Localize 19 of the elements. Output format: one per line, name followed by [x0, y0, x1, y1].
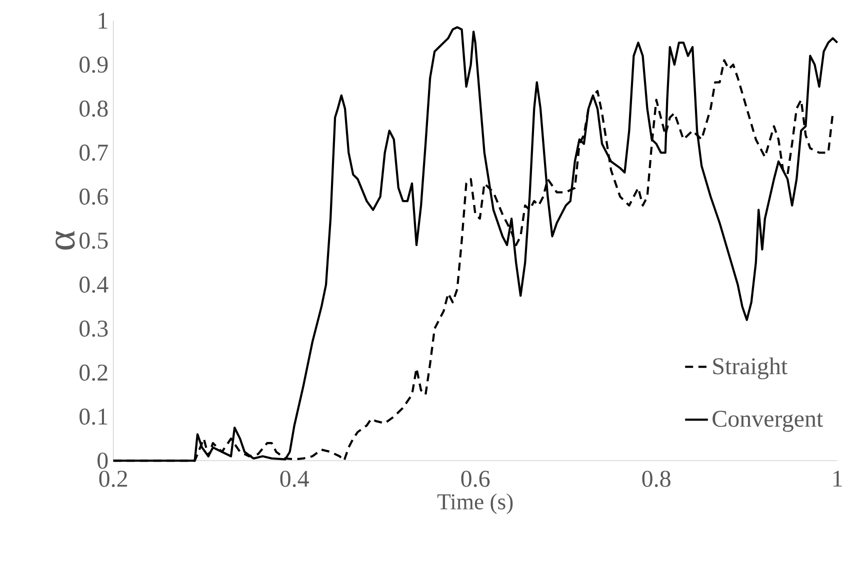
y-tick-label: 0.3 [80, 320, 108, 337]
y-tick-label: 1 [98, 12, 108, 29]
y-tick-label: 0.1 [80, 408, 108, 425]
y-tick-label: 0.8 [80, 100, 108, 117]
x-tick-label: 0.8 [642, 470, 670, 488]
y-tick-label: 0.5 [80, 232, 108, 249]
y-tick-label: 0 [98, 452, 108, 469]
y-tick-label: 0.2 [80, 364, 108, 381]
x-axis-title: Time (s) [437, 494, 513, 514]
y-tick-label: 0.6 [80, 188, 108, 205]
y-tick-label: 0.4 [80, 276, 108, 293]
x-tick-label: 0.6 [461, 470, 490, 488]
x-tick-label: 0.4 [280, 470, 309, 488]
y-axis-title: α [56, 231, 75, 250]
y-tick-label: 0.7 [80, 144, 108, 161]
legend-label: Convergent [712, 410, 824, 432]
x-tick-label: 1 [833, 470, 842, 487]
y-tick-label: 0.9 [80, 56, 108, 73]
legend-label: Straight [713, 357, 788, 380]
